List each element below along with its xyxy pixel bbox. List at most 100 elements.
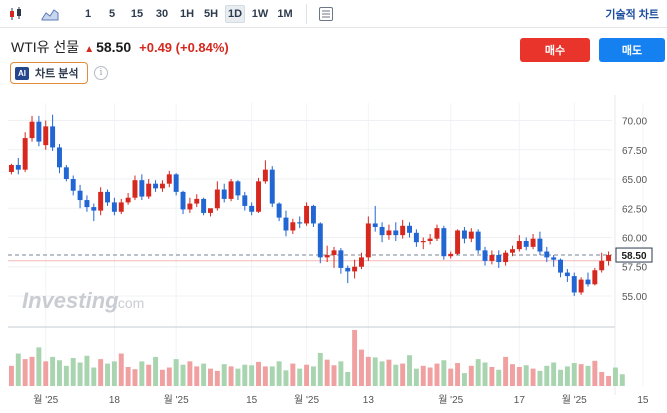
volume-bar — [352, 330, 358, 386]
volume-bar — [43, 361, 49, 386]
technical-chart-link[interactable]: 기술적 차트 — [605, 9, 659, 21]
candle-body — [420, 241, 426, 243]
volume-bar — [290, 363, 296, 386]
candle-body — [77, 190, 83, 201]
candle-body — [173, 174, 179, 192]
candle-body — [455, 230, 461, 254]
last-price-tag: 58.50 — [621, 251, 646, 262]
timeframe-30[interactable]: 30 — [155, 8, 169, 20]
volume-bar — [482, 362, 488, 386]
volume-bar — [345, 372, 351, 386]
volume-bar — [489, 366, 495, 386]
volume-bar — [256, 361, 261, 386]
candle-body — [441, 228, 447, 257]
volume-bar — [201, 363, 207, 386]
buy-button[interactable]: 매수 — [520, 38, 590, 62]
timeframe-1h[interactable]: 1H — [179, 8, 195, 20]
timeframe-1w[interactable]: 1W — [251, 8, 269, 20]
volume-bar — [153, 356, 159, 386]
candle-body — [544, 251, 550, 258]
candle-body — [228, 181, 234, 199]
volume-bar — [249, 365, 255, 386]
indicator-panel-icon[interactable] — [316, 4, 336, 24]
volume-bar — [571, 363, 577, 386]
candle-body — [166, 174, 172, 184]
candle-body — [221, 189, 227, 199]
candle-body — [98, 191, 104, 211]
candle-body — [386, 230, 392, 236]
volume-bar — [427, 367, 433, 386]
candle-body — [372, 223, 378, 227]
volume-bar — [606, 375, 612, 386]
timeframe-5[interactable]: 5 — [108, 8, 116, 20]
candle-body — [57, 147, 62, 168]
volume-bar — [173, 359, 179, 386]
investing-watermark: Investing .com — [22, 288, 144, 313]
candle-body — [111, 202, 117, 212]
volume-bar — [503, 356, 509, 386]
timeframe-1d[interactable]: 1D — [225, 5, 245, 23]
timeframe-15[interactable]: 15 — [130, 8, 144, 20]
volume-bar — [146, 364, 152, 386]
volume-bar — [118, 353, 124, 386]
timeframe-1m[interactable]: 1M — [277, 8, 293, 20]
volume-bar — [262, 366, 268, 386]
candle-body — [393, 230, 399, 236]
chart-grid — [8, 95, 644, 395]
volume-bar — [612, 367, 618, 386]
volume-bar — [537, 370, 543, 386]
x-tick-label: 월 '25 — [164, 394, 189, 406]
chart-analysis-label: 차트 분석 — [35, 68, 79, 80]
y-tick-label: 67.50 — [622, 146, 647, 157]
volume-bar — [393, 364, 399, 386]
area-chart-icon[interactable] — [40, 4, 60, 24]
candle-body — [22, 138, 28, 170]
candle-body — [297, 222, 303, 224]
candle-body — [146, 183, 152, 197]
candle-body — [461, 230, 467, 239]
volume-bar — [29, 356, 35, 386]
y-tick-label: 55.00 — [622, 292, 647, 303]
watermark-brand: Investing — [22, 288, 119, 313]
volume-bar — [125, 366, 131, 386]
candle-body — [578, 279, 584, 293]
y-tick-label: 57.50 — [622, 263, 647, 274]
timeframe-5h[interactable]: 5H — [203, 8, 219, 20]
timeframe-1[interactable]: 1 — [84, 8, 92, 20]
candle-body — [503, 252, 509, 263]
volume-bar — [578, 364, 584, 386]
volume-bar — [304, 364, 310, 386]
volume-bar — [599, 372, 605, 386]
candle-body — [187, 203, 193, 210]
sell-button[interactable]: 매도 — [599, 38, 665, 62]
candle-body — [400, 225, 406, 236]
candle-body — [84, 200, 90, 208]
volume-bar — [372, 357, 378, 386]
volume-bar — [297, 368, 303, 386]
volume-bar — [523, 365, 529, 386]
volume-bar — [544, 365, 550, 386]
volume-bar — [338, 361, 344, 386]
candle-body — [379, 226, 385, 236]
candle-body — [592, 270, 598, 285]
chart-analysis-button[interactable]: AI 차트 분석 — [10, 62, 88, 84]
y-tick-label: 62.50 — [622, 204, 647, 215]
volume-bar — [516, 366, 522, 386]
volume-bar — [111, 361, 117, 386]
candle-body — [276, 203, 282, 218]
candlestick-icon[interactable] — [6, 4, 26, 24]
volume-bar — [276, 361, 282, 386]
candle-body — [516, 241, 522, 250]
volume-bar — [434, 363, 440, 386]
x-tick-label: 월 '25 — [438, 394, 463, 406]
price-chart[interactable]: Investing .com 70.00 67.50 65.00 62.50 60.00… — [0, 95, 667, 413]
candle-body — [249, 205, 255, 212]
candle-body — [132, 180, 138, 198]
x-tick-label: 월 '25 — [562, 394, 587, 406]
info-icon[interactable]: i — [94, 66, 108, 80]
volume-bar — [180, 364, 186, 386]
candle-body — [118, 202, 124, 212]
volume-bar — [359, 349, 364, 386]
volume-bar — [310, 366, 316, 386]
candle-body — [564, 272, 570, 277]
